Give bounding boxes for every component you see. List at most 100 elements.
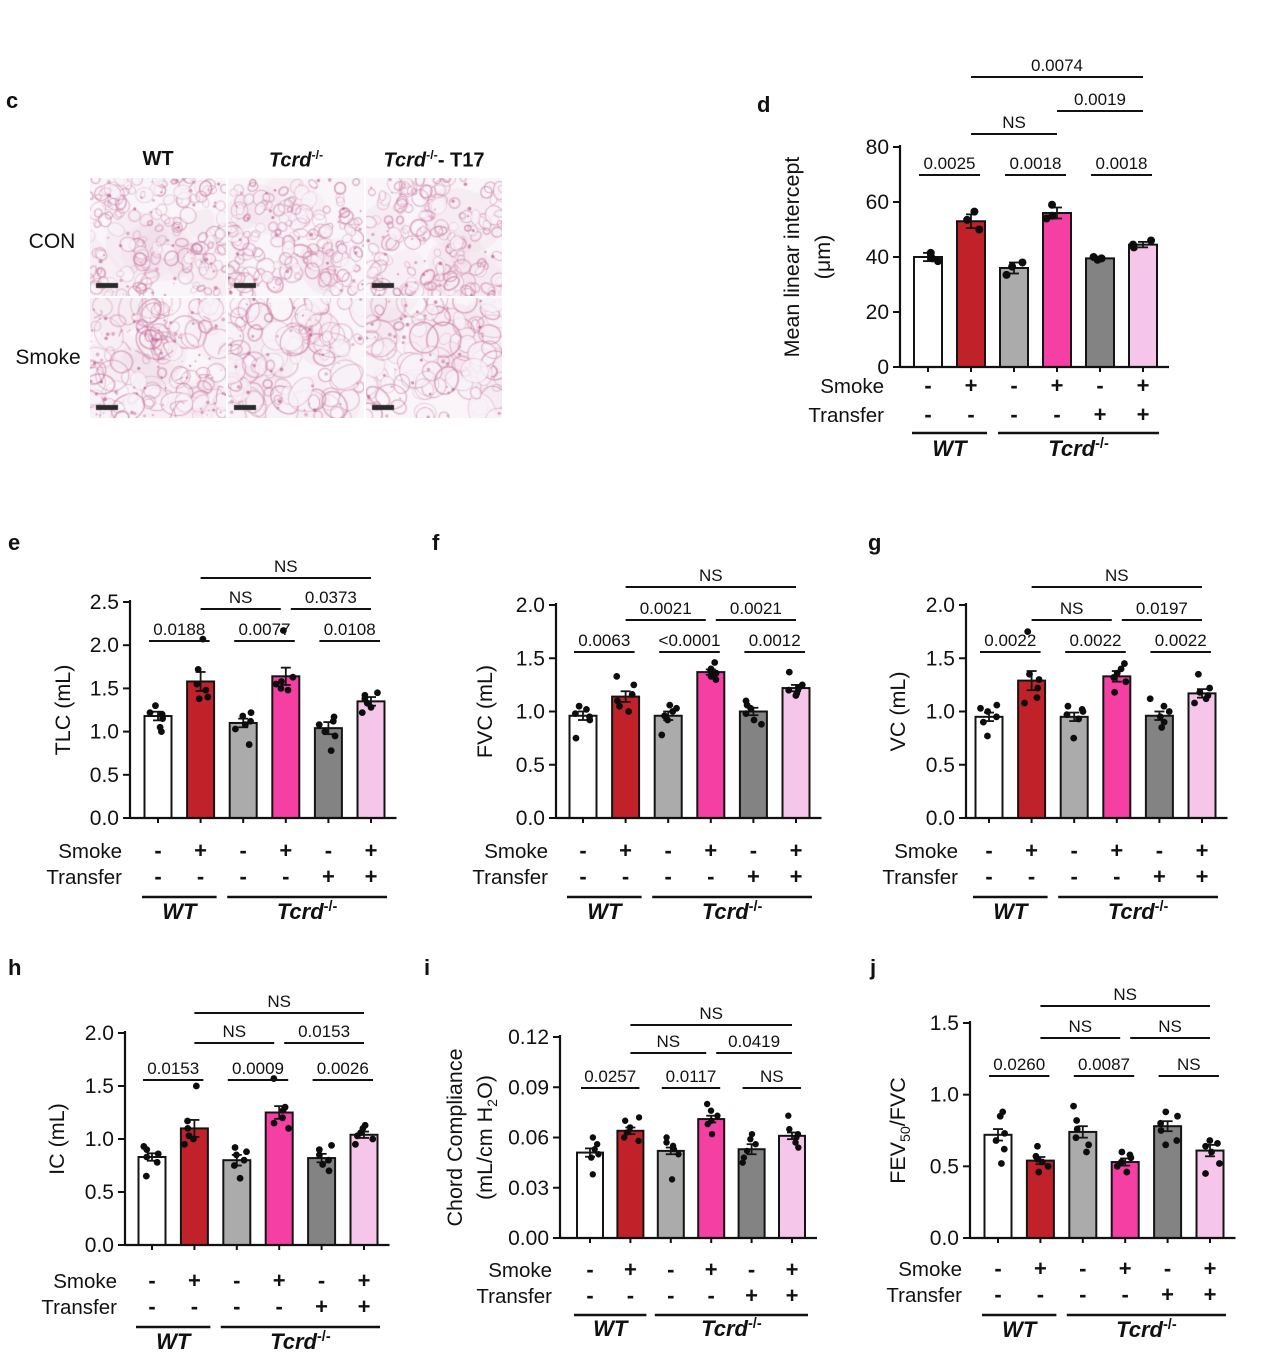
- data-point: [1206, 1137, 1214, 1144]
- transfer-sign: -: [191, 1294, 198, 1319]
- panel-f-chart: f 0.0 0.5 1.0 1.5 2.0 FVC (mL) 0.0063 <0.0001 0.0…: [432, 530, 822, 924]
- smoke-sign: -: [318, 1268, 325, 1293]
- data-point: [588, 1154, 595, 1161]
- bar-white: [974, 715, 1004, 820]
- data-point: [992, 1137, 1000, 1144]
- data-point: [963, 215, 972, 224]
- transfer-sign: -: [1028, 864, 1035, 889]
- smoke-sign: +: [1196, 838, 1209, 863]
- y-tick-label: 60: [866, 191, 889, 214]
- smoke-sign: +: [619, 838, 632, 863]
- significance-label: NS: [1158, 1017, 1182, 1036]
- transfer-row-label: Transfer: [808, 404, 884, 427]
- smoke-sign: -: [233, 1268, 240, 1293]
- data-point: [154, 1150, 162, 1158]
- data-point: [1157, 1127, 1165, 1134]
- transfer-sign: -: [985, 864, 992, 889]
- panel-g-letter: g: [868, 530, 881, 555]
- data-point: [279, 1114, 286, 1122]
- data-point: [1063, 711, 1071, 719]
- data-point: [272, 680, 280, 688]
- data-point: [241, 721, 249, 729]
- data-point: [315, 1151, 323, 1159]
- data-point: [1146, 695, 1154, 703]
- smoke-row-label: Smoke: [53, 1270, 117, 1293]
- data-point: [358, 709, 366, 716]
- data-point: [977, 704, 984, 712]
- smoke-row-label: Smoke: [894, 840, 958, 863]
- smoke-row-label: Smoke: [898, 1258, 962, 1281]
- data-point: [623, 1129, 631, 1136]
- data-point: [1156, 713, 1164, 721]
- data-point: [233, 1151, 240, 1159]
- smoke-sign: -: [240, 838, 247, 863]
- transfer-sign: -: [708, 1283, 715, 1308]
- y-tick-label: 0.03: [508, 1177, 549, 1200]
- transfer-row-label: Transfer: [46, 866, 122, 889]
- data-point: [620, 1134, 628, 1141]
- group-label: WT: [593, 1316, 629, 1341]
- data-point: [285, 1125, 292, 1132]
- y-axis-label: IC (mL): [45, 1103, 69, 1175]
- data-point: [707, 665, 715, 673]
- y-tick-label: 20: [866, 301, 889, 324]
- y-tick-label: 0.5: [516, 754, 545, 777]
- panel-g-chart: g 0.0 0.5 1.0 1.5 2.0 VC (mL) 0.0022 0.0022 0.002…: [868, 530, 1228, 924]
- data-point: [1113, 1162, 1121, 1170]
- transfer-sign: +: [1196, 864, 1209, 889]
- data-point: [999, 1108, 1007, 1116]
- significance-label: 0.0021: [640, 599, 692, 618]
- data-point: [204, 693, 212, 701]
- smoke-sign: +: [358, 1268, 371, 1293]
- data-point: [1121, 660, 1128, 667]
- significance-label: NS: [1113, 985, 1137, 1004]
- smoke-sign: -: [586, 1257, 593, 1282]
- data-point: [743, 1147, 751, 1155]
- data-point: [1202, 1170, 1209, 1177]
- transfer-row-label: Transfer: [882, 866, 958, 889]
- data-point: [325, 1156, 332, 1164]
- group-label: WT: [162, 899, 198, 924]
- data-point: [181, 1140, 188, 1148]
- y-axis-label: Chord Compliance: [443, 1048, 467, 1226]
- histology-col-header-tcrd: Tcrd-/-: [268, 148, 324, 172]
- data-point: [1216, 1160, 1223, 1167]
- y-tick-label: 1.0: [90, 721, 119, 744]
- data-point: [1162, 1108, 1170, 1116]
- bar-lightpink: [781, 687, 811, 819]
- bar-lightpink: [356, 700, 386, 819]
- data-point: [750, 716, 758, 724]
- data-point: [1024, 628, 1032, 636]
- significance-label: 0.0188: [153, 620, 205, 639]
- data-point: [236, 1174, 244, 1182]
- y-axis-label: (μm): [811, 235, 835, 280]
- y-tick-label: 1.5: [926, 647, 955, 670]
- smoke-sign: -: [1071, 838, 1078, 863]
- bar-white: [983, 1133, 1013, 1240]
- significance-label: NS: [656, 1032, 680, 1051]
- data-point: [1001, 1129, 1009, 1137]
- data-point: [979, 718, 987, 726]
- y-tick-label: 0: [877, 356, 889, 379]
- smoke-sign: +: [188, 1268, 201, 1293]
- data-point: [361, 691, 369, 699]
- data-point: [1089, 253, 1098, 261]
- data-point: [666, 701, 674, 709]
- transfer-sign: -: [707, 864, 714, 889]
- data-point: [1000, 1145, 1008, 1153]
- y-axis-label: VC (mL): [886, 671, 910, 751]
- histology-row-label-con: CON: [28, 230, 76, 253]
- transfer-sign: -: [154, 864, 161, 889]
- data-point: [571, 710, 579, 718]
- transfer-sign: -: [1037, 1282, 1044, 1307]
- group-label: WT: [932, 436, 968, 461]
- data-point: [984, 732, 991, 740]
- data-point: [714, 1112, 721, 1119]
- data-point: [712, 676, 720, 683]
- bar-red: [956, 220, 986, 368]
- y-tick-label: 0.5: [85, 1181, 114, 1204]
- data-point: [1018, 258, 1027, 267]
- y-axis-label: FVC (mL): [473, 665, 497, 758]
- data-point: [793, 689, 801, 697]
